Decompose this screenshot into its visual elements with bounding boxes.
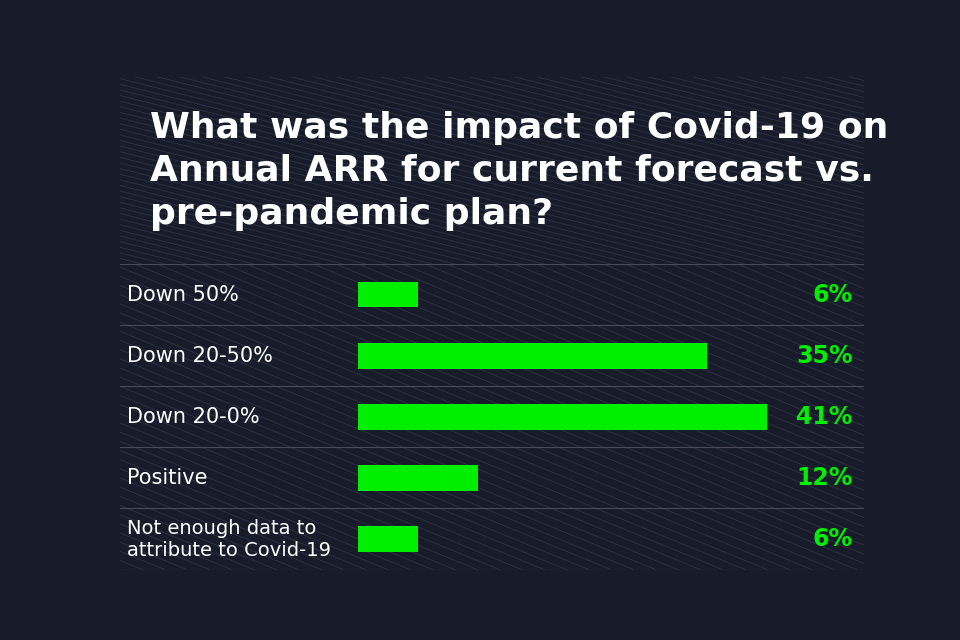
Text: 41%: 41% bbox=[797, 405, 852, 429]
Text: Positive: Positive bbox=[128, 468, 208, 488]
Text: 6%: 6% bbox=[813, 283, 852, 307]
Bar bbox=[358, 404, 767, 429]
Text: 12%: 12% bbox=[797, 466, 852, 490]
Text: Not enough data to
attribute to Covid-19: Not enough data to attribute to Covid-19 bbox=[128, 518, 331, 559]
Bar bbox=[358, 343, 708, 369]
Text: 35%: 35% bbox=[796, 344, 852, 368]
Bar bbox=[358, 526, 418, 552]
Text: What was the impact of Covid-19 on
Annual ARR for current forecast vs.
pre-pande: What was the impact of Covid-19 on Annua… bbox=[150, 111, 888, 232]
Text: Down 20-50%: Down 20-50% bbox=[128, 346, 274, 365]
Bar bbox=[358, 282, 418, 307]
Bar bbox=[358, 465, 478, 491]
Text: 6%: 6% bbox=[813, 527, 852, 551]
Text: Down 50%: Down 50% bbox=[128, 285, 239, 305]
Text: Down 20-0%: Down 20-0% bbox=[128, 407, 260, 427]
